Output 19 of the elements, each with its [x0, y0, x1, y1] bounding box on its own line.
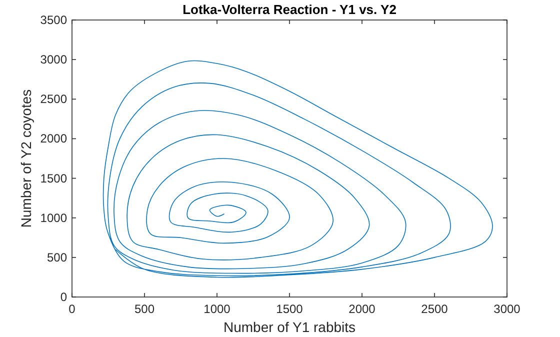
x-tick-label: 500: [134, 302, 155, 316]
x-tick-label: 1000: [204, 302, 231, 316]
y-tick-label: 3500: [40, 13, 68, 27]
y-tick-label: 1000: [40, 210, 68, 225]
x-tick-label: 3000: [494, 302, 521, 316]
y-tick-label: 2500: [40, 92, 68, 106]
x-tick-label: 2500: [421, 302, 448, 316]
y-tick-label: 500: [46, 250, 68, 264]
y-axis-title: Number of Y2 coyotes: [18, 89, 34, 228]
y-tick-label: 3000: [40, 52, 68, 67]
y-tick-label: 1500: [40, 171, 68, 186]
line-series: [104, 60, 493, 278]
y-tick-label: 2000: [40, 132, 68, 146]
x-tick-label: 1500: [276, 302, 304, 316]
x-tick-label: 2000: [348, 302, 376, 316]
y-tick-label: 0: [60, 290, 68, 304]
x-axis-title: Number of Y1 rabbits: [223, 319, 356, 335]
chart-title: Lotka-Volterra Reaction - Y1 vs. Y2: [182, 2, 396, 17]
x-tick-label: 0: [68, 302, 76, 316]
